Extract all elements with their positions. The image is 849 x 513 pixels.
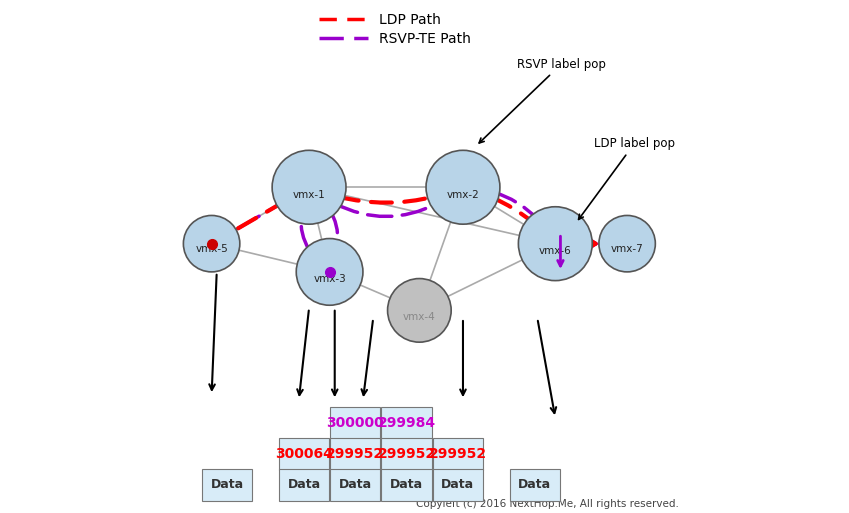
FancyBboxPatch shape	[330, 438, 380, 470]
Circle shape	[426, 150, 500, 224]
Text: Data: Data	[287, 478, 321, 491]
Circle shape	[599, 215, 655, 272]
Circle shape	[387, 279, 451, 342]
Text: 300064: 300064	[275, 447, 333, 461]
Circle shape	[273, 150, 346, 224]
FancyArrowPatch shape	[335, 204, 437, 216]
FancyArrowPatch shape	[583, 236, 596, 251]
Text: 299952: 299952	[429, 447, 487, 461]
FancyBboxPatch shape	[330, 469, 380, 501]
FancyBboxPatch shape	[202, 469, 252, 501]
Text: Data: Data	[518, 478, 551, 491]
Text: Data: Data	[211, 478, 244, 491]
FancyArrowPatch shape	[583, 236, 595, 251]
Circle shape	[296, 239, 363, 305]
FancyArrowPatch shape	[492, 198, 533, 223]
Text: vmx-5: vmx-5	[195, 244, 228, 254]
Text: vmx-3: vmx-3	[313, 273, 346, 284]
Text: Copyleft (c) 2016 NextHop.Me, All rights reserved.: Copyleft (c) 2016 NextHop.Me, All rights…	[415, 499, 678, 509]
FancyBboxPatch shape	[330, 407, 380, 439]
FancyArrowPatch shape	[301, 216, 309, 249]
Text: 300000: 300000	[326, 416, 384, 430]
Text: 299952: 299952	[378, 447, 436, 461]
Circle shape	[183, 215, 239, 272]
Text: Data: Data	[390, 478, 423, 491]
FancyBboxPatch shape	[278, 438, 329, 470]
Text: RSVP label pop: RSVP label pop	[479, 57, 605, 143]
FancyBboxPatch shape	[381, 438, 431, 470]
Circle shape	[519, 207, 593, 281]
Text: vmx-7: vmx-7	[610, 244, 644, 254]
FancyBboxPatch shape	[433, 438, 483, 470]
FancyBboxPatch shape	[433, 469, 483, 501]
Legend: LDP Path, RSVP-TE Path: LDP Path, RSVP-TE Path	[313, 7, 476, 52]
Text: vmx-6: vmx-6	[539, 246, 571, 256]
FancyBboxPatch shape	[278, 469, 329, 501]
FancyArrowPatch shape	[238, 203, 283, 228]
FancyBboxPatch shape	[381, 407, 431, 439]
FancyBboxPatch shape	[509, 469, 560, 501]
FancyArrowPatch shape	[338, 196, 434, 203]
FancyBboxPatch shape	[381, 469, 431, 501]
FancyArrowPatch shape	[238, 203, 283, 228]
Text: 299984: 299984	[378, 416, 436, 430]
Text: LDP label pop: LDP label pop	[578, 137, 675, 220]
Text: vmx-4: vmx-4	[403, 312, 436, 322]
Text: 299952: 299952	[326, 447, 385, 461]
Text: vmx-2: vmx-2	[447, 190, 480, 200]
FancyArrowPatch shape	[493, 192, 537, 219]
Text: vmx-1: vmx-1	[293, 190, 325, 200]
Text: Data: Data	[441, 478, 475, 491]
Text: Data: Data	[339, 478, 372, 491]
FancyArrowPatch shape	[329, 210, 338, 243]
